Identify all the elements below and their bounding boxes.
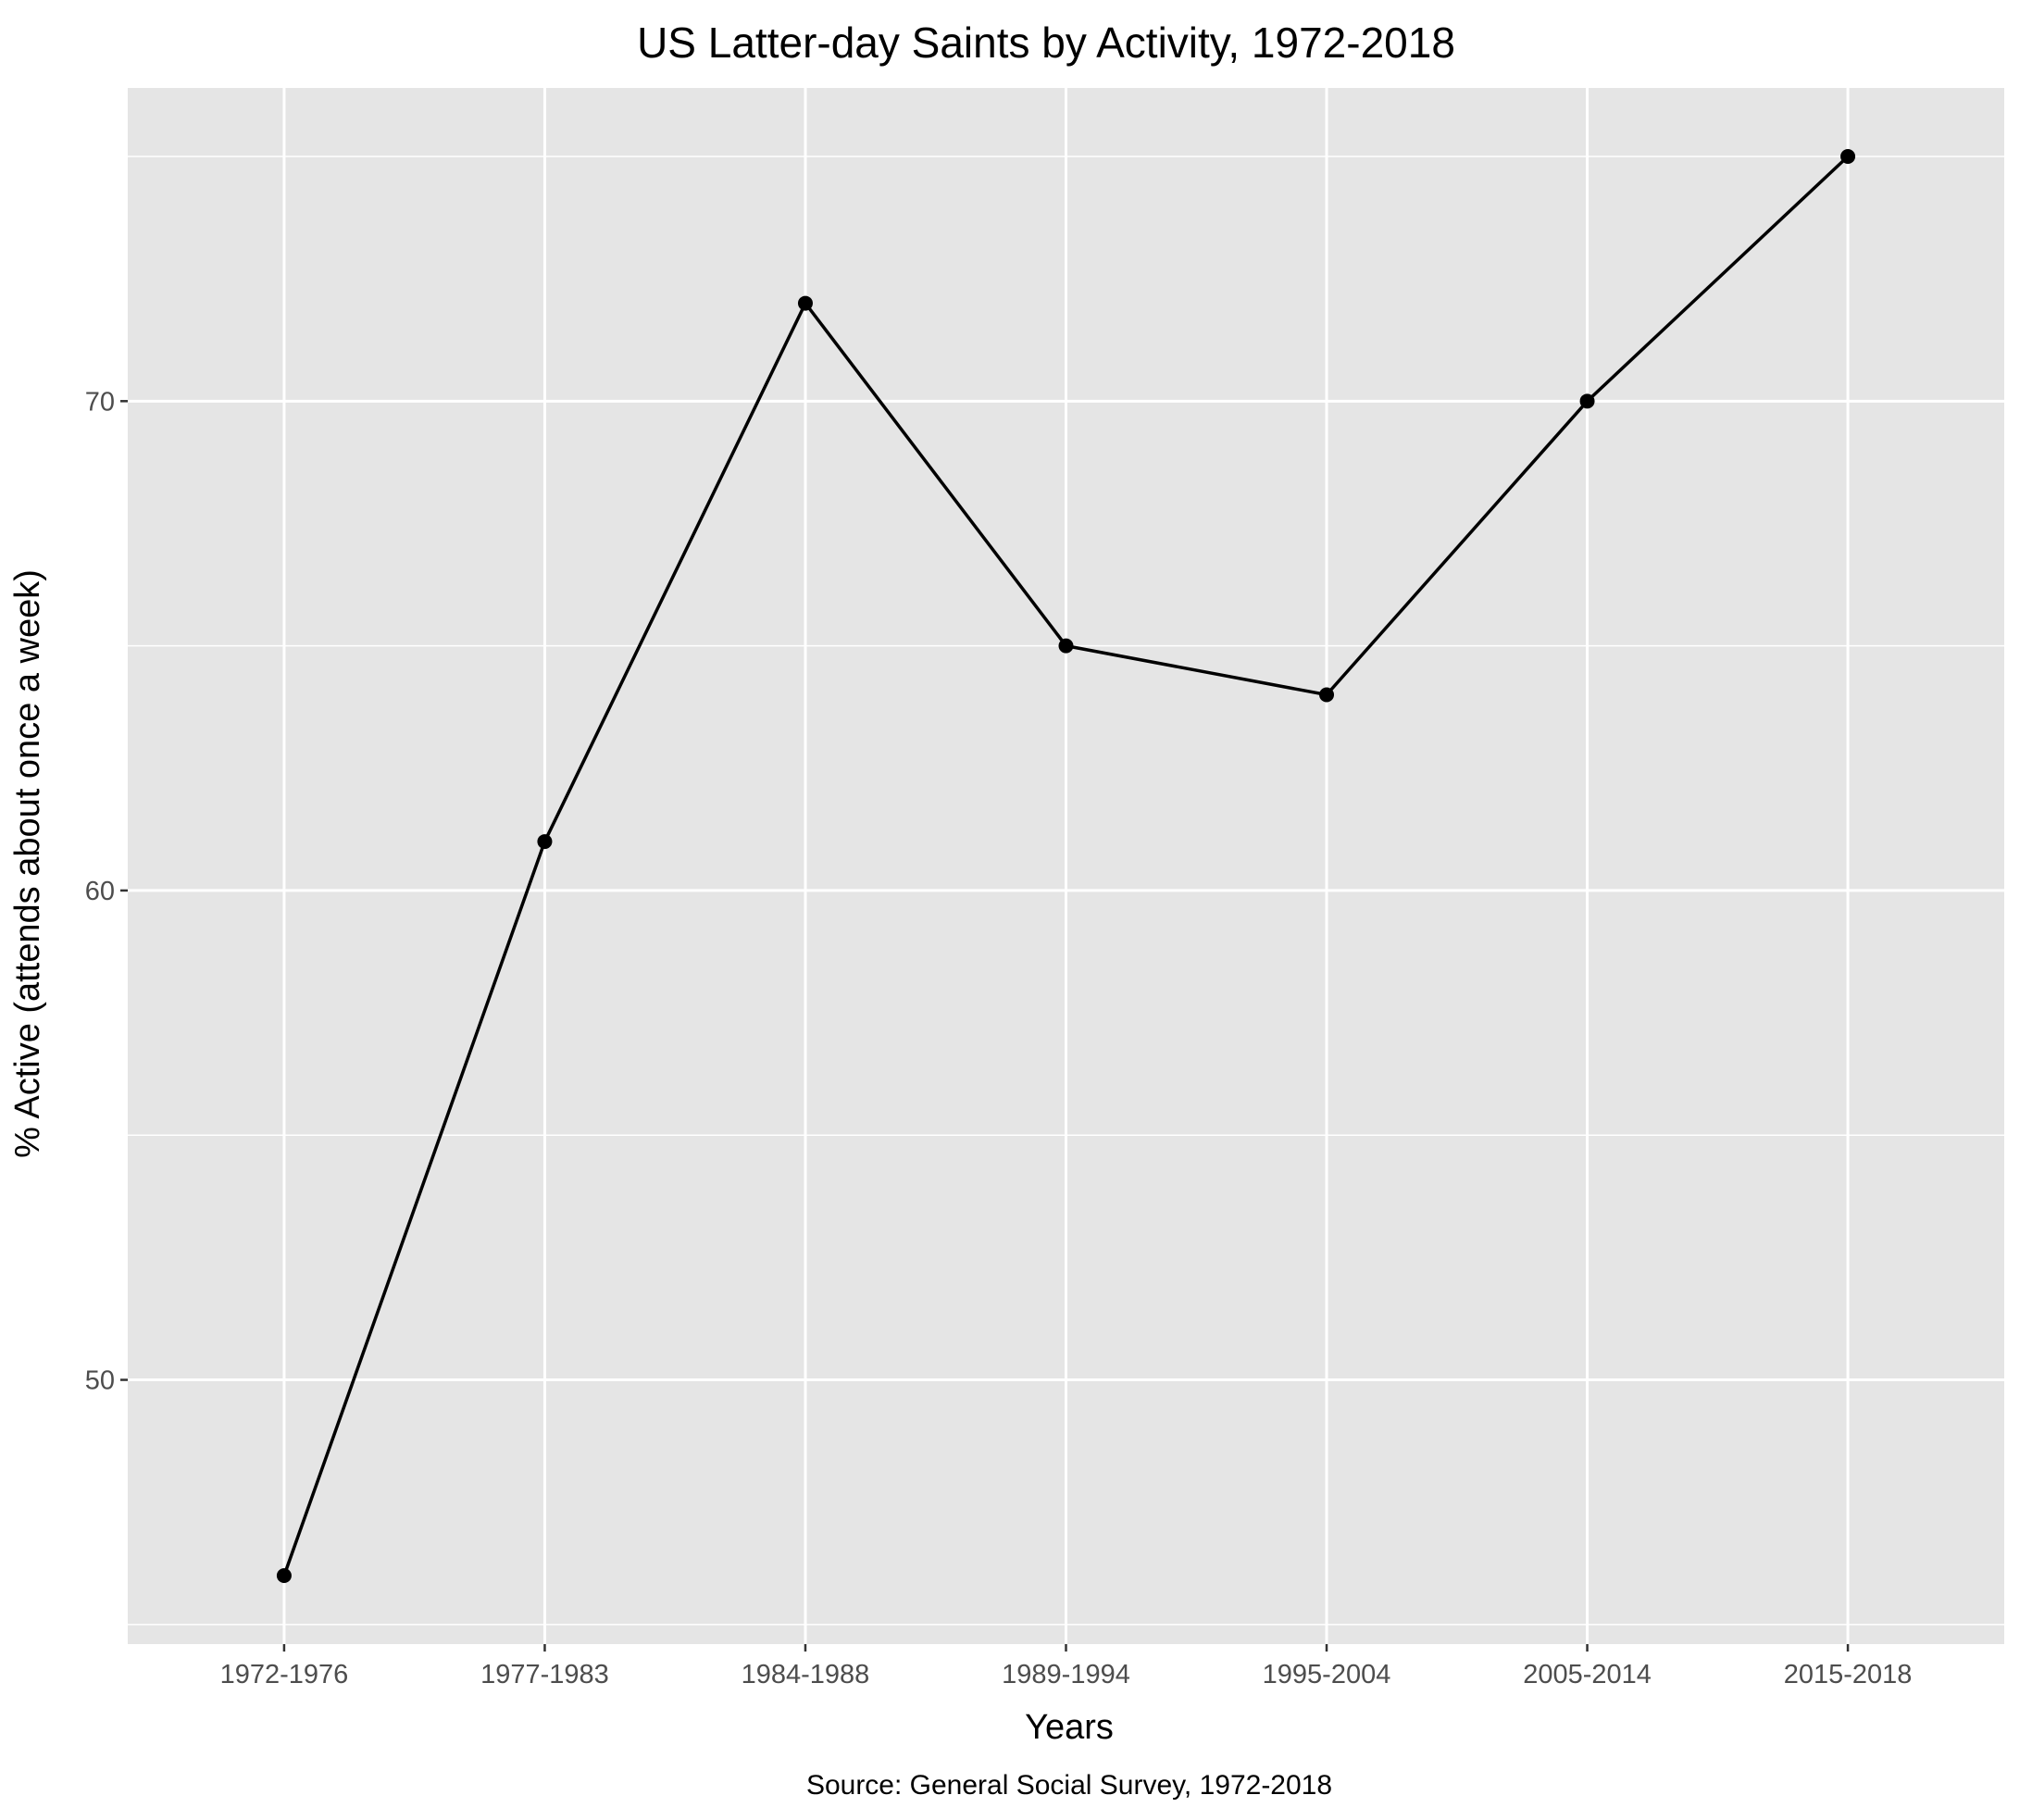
y-tick-labels: 50 60 70: [85, 387, 115, 1395]
data-point: [1058, 638, 1074, 654]
y-tick-label: 50: [85, 1366, 115, 1396]
x-tick-label: 1977-1983: [480, 1660, 609, 1689]
x-tick-label: 2005-2014: [1523, 1660, 1652, 1689]
data-point: [797, 295, 813, 311]
data-point: [1579, 393, 1595, 409]
x-axis-label: Years: [1025, 1708, 1114, 1747]
y-tick-label: 70: [85, 387, 115, 417]
x-tick-label: 1972-1976: [220, 1660, 349, 1689]
x-tick-label: 1995-2004: [1263, 1660, 1391, 1689]
x-tick-label: 2015-2018: [1784, 1660, 1913, 1689]
chart-title: US Latter-day Saints by Activity, 1972-2…: [637, 19, 1455, 67]
data-points: [276, 149, 1856, 1583]
y-tick-label: 60: [85, 877, 115, 906]
y-axis-label: % Active (attends about once a week): [8, 569, 47, 1158]
data-point: [537, 834, 553, 850]
data-point: [1840, 149, 1856, 165]
data-point: [1319, 687, 1335, 703]
axis-ticks: [120, 400, 1850, 1652]
x-tick-label: 1989-1994: [1002, 1660, 1130, 1689]
grid-major: [128, 88, 2004, 1644]
source-caption: Source: General Social Survey, 1972-2018: [806, 1770, 1332, 1801]
data-point: [276, 1567, 292, 1583]
x-tick-label: 1984-1988: [742, 1660, 870, 1689]
x-tick-labels: 1972-1976 1977-1983 1984-1988 1989-1994 1995…: [220, 1660, 1913, 1689]
